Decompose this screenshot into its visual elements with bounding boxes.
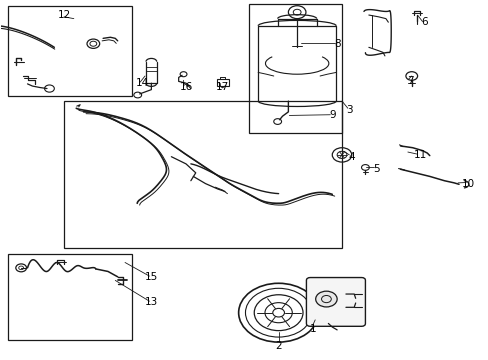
Text: 9: 9 — [328, 111, 335, 121]
Text: 8: 8 — [333, 39, 340, 49]
FancyBboxPatch shape — [306, 278, 365, 326]
Text: 6: 6 — [421, 17, 427, 27]
Text: 15: 15 — [145, 272, 158, 282]
Bar — [8, 253, 132, 339]
Text: 1: 1 — [309, 324, 315, 334]
Text: 11: 11 — [412, 150, 426, 160]
Text: 3: 3 — [346, 105, 352, 115]
Text: 2: 2 — [275, 341, 282, 351]
Text: 17: 17 — [216, 82, 229, 92]
Text: 16: 16 — [179, 82, 192, 92]
Bar — [216, 78, 228, 86]
Bar — [249, 4, 341, 134]
Bar — [8, 6, 132, 96]
Bar — [64, 101, 341, 248]
Text: 13: 13 — [145, 297, 158, 307]
Text: 7: 7 — [406, 76, 413, 86]
Circle shape — [315, 291, 336, 307]
Text: 12: 12 — [58, 10, 71, 20]
Text: 4: 4 — [348, 152, 354, 162]
Text: 10: 10 — [461, 179, 474, 189]
Text: 5: 5 — [372, 164, 379, 174]
Text: 14: 14 — [135, 78, 148, 88]
